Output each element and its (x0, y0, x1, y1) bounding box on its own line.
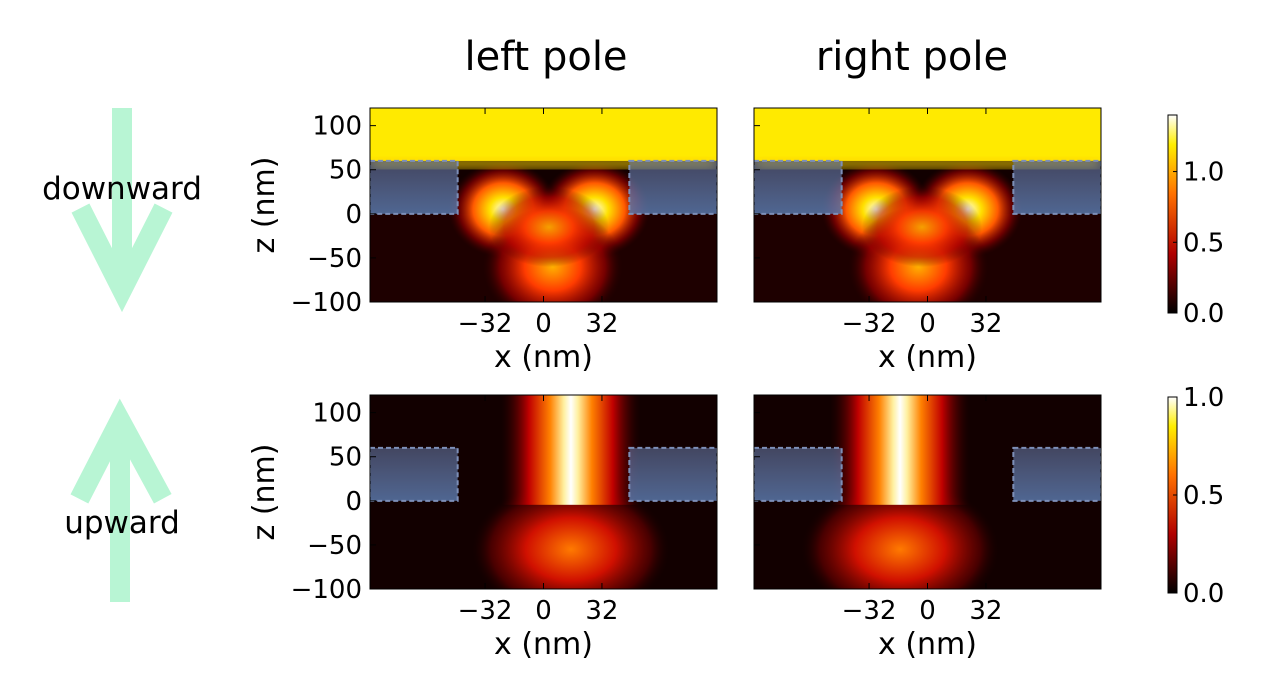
field-lower-lobe (470, 479, 671, 589)
heatmap-panel-downward-left-pole: −32 0 32x (nm) 100 50 0 −50 −100 z (nm) (247, 107, 718, 375)
y-tick-label: −100 (291, 288, 362, 318)
field-map (370, 395, 717, 589)
colorbar-tick-label: 1.0 (1183, 383, 1224, 413)
colorbar-tick-label: 0.0 (1183, 579, 1224, 609)
electrode-region (628, 159, 717, 215)
x-tick-label: 0 (919, 309, 936, 339)
y-tick-label: 100 (312, 399, 362, 429)
field-top-region (754, 108, 1101, 161)
down-arrow-icon (71, 108, 173, 313)
electrode-region (1012, 446, 1101, 502)
heatmap-panel-upward-left-pole: −32 0 32x (nm) 100 50 0 −50 −100 z (nm) (247, 394, 718, 662)
colorbar-tick-label: 0.5 (1183, 228, 1224, 258)
x-axis-label: x (nm) (494, 627, 593, 662)
x-tick-label: 32 (585, 309, 618, 339)
x-tick-label: 0 (535, 596, 552, 626)
x-tick-label: −32 (458, 596, 513, 626)
column-title-left-pole: left pole (464, 34, 627, 80)
x-tick-label: 32 (969, 596, 1002, 626)
field-map (370, 108, 717, 302)
x-tick-label: −32 (842, 596, 897, 626)
electrode-region (370, 159, 459, 215)
row-label-upward: upward (64, 505, 180, 541)
y-tick-label: −50 (307, 531, 362, 561)
y-axis-label: z (nm) (247, 157, 282, 254)
y-tick-label: −100 (291, 575, 362, 605)
colorbar-tick-label: 0.0 (1183, 299, 1224, 329)
y-tick-label: 50 (329, 443, 362, 473)
colorbar-tick-label: 0.5 (1183, 481, 1224, 511)
x-tick-label: 0 (919, 596, 936, 626)
colorbar-tick-label: 1.0 (1183, 158, 1224, 188)
x-axis-label: x (nm) (878, 340, 977, 375)
field-top-region (370, 108, 717, 161)
electrode-region (754, 159, 843, 215)
electrode-region (628, 446, 717, 502)
electrode-region (1012, 159, 1101, 215)
x-tick-label: −32 (458, 309, 513, 339)
colorbars: 0.0 0.5 1.0 0.0 0.5 1.0 (1167, 114, 1224, 609)
field-lower-lobe (800, 479, 1001, 589)
x-tick-label: 0 (535, 309, 552, 339)
row-label-downward: downward (42, 171, 202, 207)
y-tick-label: −50 (307, 244, 362, 274)
field-map (754, 108, 1101, 302)
colorbar-gradient (1167, 114, 1178, 314)
colorbar-upward: 0.0 0.5 1.0 (1167, 383, 1224, 609)
heatmap-panel-downward-right-pole: −32 0 32x (nm) (753, 107, 1102, 375)
y-tick-label: 0 (345, 487, 362, 517)
y-tick-label: 100 (312, 112, 362, 142)
field-beam (500, 395, 641, 505)
column-title-right-pole: right pole (816, 34, 1008, 80)
electrode-region (754, 446, 843, 502)
x-tick-label: −32 (842, 309, 897, 339)
field-map (754, 395, 1101, 589)
y-axis-label: z (nm) (247, 444, 282, 541)
field-beam (830, 395, 971, 505)
x-tick-label: 32 (969, 309, 1002, 339)
electrode-region (370, 446, 459, 502)
x-tick-label: 32 (585, 596, 618, 626)
y-tick-label: 50 (329, 156, 362, 186)
x-axis-label: x (nm) (878, 627, 977, 662)
up-arrow-icon (70, 398, 172, 602)
colorbar-downward: 0.0 0.5 1.0 (1167, 114, 1224, 329)
heatmap-panel-upward-right-pole: −32 0 32x (nm) (753, 394, 1102, 662)
x-axis-label: x (nm) (494, 340, 593, 375)
y-tick-label: 0 (345, 200, 362, 230)
